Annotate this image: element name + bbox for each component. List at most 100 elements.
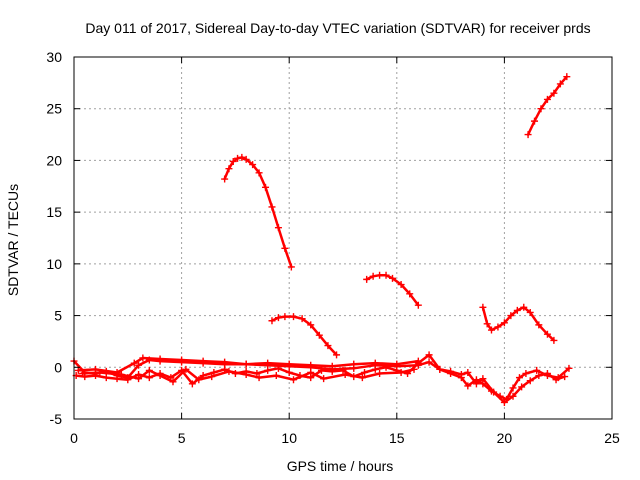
series-line [481,306,556,342]
data-point [199,357,207,365]
data-point [397,281,405,289]
series-line [77,356,420,374]
data-point [320,375,328,383]
data-point [287,263,295,271]
data-point [229,157,237,165]
data-point [369,272,377,280]
data-point [281,313,289,321]
y-axis-label: SDTVAR / TECUs [5,184,21,296]
data-point [535,372,543,380]
y-tick-label: 20 [46,152,62,168]
axis-ticks: 0 5 10 15 20 25 -5 0 5 10 15 20 25 30 [46,49,620,446]
y-tick-label: 25 [46,101,62,117]
data-point [221,358,229,366]
data-point [410,365,418,373]
data-point [479,375,487,383]
data-point [543,95,551,103]
data-point [464,368,472,376]
y-tick-label: 30 [46,49,62,65]
data-point [561,373,569,381]
x-tick-label: 15 [389,430,405,446]
x-tick-label: 10 [281,430,297,446]
data-point [307,361,315,369]
data-point [537,105,545,113]
data-point [307,321,315,329]
data-point [272,372,280,380]
data-point [371,365,379,373]
data-point [274,364,282,372]
data-point [268,203,276,211]
data-point [315,331,323,339]
data-point [156,372,164,380]
data-point [281,244,289,252]
data-point [457,371,465,379]
series-band-4 [79,365,418,386]
data-point [550,89,558,97]
data-point [406,290,414,298]
data-point [255,169,263,177]
data-point [156,355,164,363]
data-point [522,369,530,377]
data-point [274,314,282,322]
data-point [317,366,325,374]
series-arc-2 [268,313,341,359]
data-point [285,368,293,376]
data-point [333,351,341,359]
data-point [414,357,422,365]
data-point [350,360,358,368]
data-point [113,375,121,383]
data-point [358,374,366,382]
data-point [483,320,491,328]
data-point [425,351,433,359]
series-arc-5 [524,73,571,139]
data-point [135,361,143,369]
data-point [524,131,532,139]
data-point [264,359,272,367]
x-tick-label: 5 [178,430,186,446]
chart-title: Day 011 of 2017, Sidereal Day-to-day VTE… [85,20,590,36]
data-point [490,388,498,396]
data-point [339,366,347,374]
data-point [298,315,306,323]
data-point [290,376,298,384]
data-point [464,382,472,390]
x-tick-label: 0 [70,430,78,446]
data-point [552,376,560,384]
data-point [487,326,495,334]
data-point [135,375,143,383]
data-point [556,80,564,88]
data-point [268,317,276,325]
data-point [262,183,270,191]
series-band-3 [74,354,422,376]
data-point [520,303,528,311]
data-point [550,336,558,344]
data-point [371,359,379,367]
series-arc-3 [363,271,422,309]
data-point [388,274,396,282]
data-point [341,371,349,379]
data-point [249,161,257,169]
data-point [533,366,541,374]
data-point [479,303,487,311]
data-point [436,365,444,373]
data-point [565,364,573,372]
data-point [74,366,82,374]
data-point [145,366,153,374]
data-point [238,153,246,161]
data-point [285,360,293,368]
data-point [531,117,539,125]
data-point [526,377,534,385]
data-point [382,363,390,371]
series-layer [70,73,573,406]
y-tick-label: -5 [50,411,63,427]
data-point [96,368,104,376]
data-point [382,271,390,279]
data-point [509,392,517,400]
series-arc-1 [221,153,295,271]
data-point [307,368,315,376]
data-point [178,356,186,364]
data-point [234,154,242,162]
data-point [515,374,523,382]
data-point [509,384,517,392]
data-point [543,330,551,338]
